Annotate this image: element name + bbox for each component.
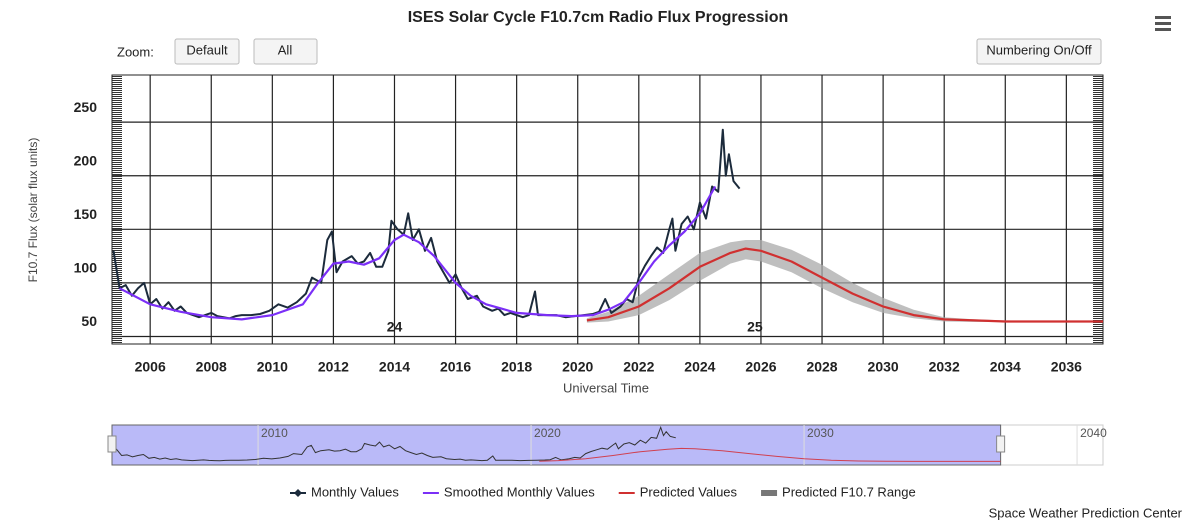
button-label[interactable]: Numbering On/Off [986, 42, 1092, 57]
navigator-tick-label: 2010 [261, 426, 288, 440]
x-tick-label: 2024 [684, 359, 715, 375]
x-tick-label: 2020 [562, 359, 593, 375]
button[interactable] [253, 38, 318, 65]
x-tick-label: 2008 [196, 359, 227, 375]
legend-label[interactable]: Predicted F10.7 Range [782, 484, 916, 499]
x-tick-label: 2028 [806, 359, 837, 375]
x-tick-label: 2036 [1051, 359, 1082, 375]
legend-label[interactable]: Monthly Values [311, 484, 399, 499]
x-tick-label: 2022 [623, 359, 654, 375]
x-tick-label: 2012 [318, 359, 349, 375]
button[interactable] [976, 38, 1102, 65]
minor-ticks [1093, 75, 1103, 344]
x-tick-label: 2006 [135, 359, 166, 375]
navigator-handle[interactable] [107, 435, 117, 453]
legend-label[interactable]: Predicted Values [640, 484, 738, 499]
button-label[interactable]: Default [186, 42, 228, 57]
y-tick-label: 250 [74, 99, 98, 115]
x-tick-label: 2010 [257, 359, 288, 375]
button-label[interactable]: All [278, 42, 293, 57]
y-tick-label: 50 [81, 313, 97, 329]
button[interactable] [174, 38, 240, 65]
zoom-label: Zoom: [117, 44, 154, 59]
navigator-tick-label: 2040 [1080, 426, 1107, 440]
y-axis-label: F10.7 Flux (solar flux units) [26, 138, 40, 283]
x-tick-label: 2030 [868, 359, 899, 375]
cycle-label: 25 [747, 319, 763, 335]
x-tick-label: 2032 [929, 359, 960, 375]
x-tick-label: 2014 [379, 359, 410, 375]
series-line [119, 185, 717, 321]
chart-title: ISES Solar Cycle F10.7cm Radio Flux Prog… [408, 9, 789, 26]
navigator-line [115, 425, 676, 462]
navigator-line [539, 447, 1001, 462]
legend-swatch [761, 490, 778, 496]
menu-icon[interactable] [1155, 16, 1171, 31]
legend-label[interactable]: Smoothed Monthly Values [444, 484, 595, 499]
x-tick-label: 2018 [501, 359, 532, 375]
navigator-tick-label: 2030 [807, 426, 834, 440]
series-line [112, 128, 741, 320]
x-tick-label: 2016 [440, 359, 471, 375]
cycle-label: 24 [387, 319, 403, 335]
y-tick-label: 200 [74, 152, 98, 168]
minor-ticks [112, 75, 122, 344]
plot-border [111, 74, 1104, 345]
x-axis-label: Universal Time [563, 380, 649, 395]
navigator-tick-label: 2020 [534, 426, 561, 440]
x-tick-label: 2034 [990, 359, 1021, 375]
legend-marker [294, 489, 302, 497]
navigator-handle[interactable] [996, 435, 1006, 453]
y-tick-label: 100 [74, 260, 98, 276]
plot-area [112, 128, 1103, 323]
series-line [586, 247, 1103, 323]
x-tick-label: 2026 [745, 359, 776, 375]
credit: Space Weather Prediction Center [989, 505, 1183, 520]
y-tick-label: 150 [74, 206, 98, 222]
